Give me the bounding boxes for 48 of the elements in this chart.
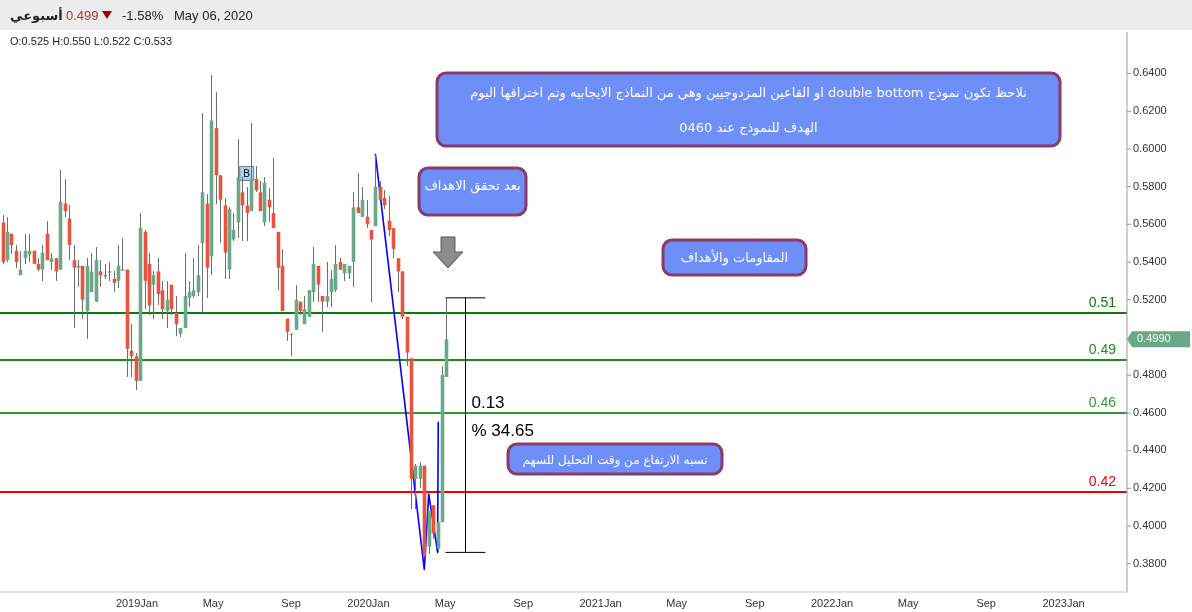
x-tick-label: May — [666, 597, 688, 609]
x-tick-label: 2021Jan — [579, 597, 622, 609]
annotation: بعد تحقق الاهداف — [424, 177, 521, 194]
chart-title: أسبوعي — [10, 7, 63, 23]
ref-line-label: 0.46 — [1088, 393, 1117, 410]
x-tick-label: May — [434, 597, 457, 609]
text: -1.58% — [122, 8, 164, 23]
candlestick — [320, 295, 325, 333]
annotation: الهدف للنموذج عند 0460 — [679, 119, 818, 136]
annotation: 0.13 — [471, 392, 505, 412]
candlestick — [191, 257, 196, 299]
x-tick-label: 2020Jan — [347, 597, 390, 609]
candlestick — [356, 172, 361, 214]
chart-subtitle: O:0.525 H:0.550 L:0.522 C:0.533 — [10, 35, 173, 47]
y-tick-label: 0.4800 — [1133, 368, 1167, 381]
ref-line-label: 0.51 — [1088, 293, 1117, 310]
x-tick-label: 2019Jan — [115, 597, 159, 609]
y-tick-label: 0.5200 — [1133, 292, 1167, 305]
y-tick-label: 0.4000 — [1133, 518, 1167, 531]
candlestick — [325, 261, 330, 308]
ref-line-label: 0.49 — [1088, 341, 1117, 358]
text: 0.499 — [66, 8, 99, 23]
y-tick-label: 0.4400 — [1133, 443, 1167, 456]
x-tick-label: Sep — [976, 597, 996, 609]
y-tick-label: 0.5600 — [1133, 217, 1167, 230]
annotation: B — [243, 167, 251, 179]
y-tick-label: 0.6200 — [1133, 104, 1167, 117]
x-tick-label: May — [897, 597, 920, 609]
y-tick-label: 0.4600 — [1133, 405, 1167, 418]
x-tick-label: 2023Jan — [1042, 597, 1085, 609]
y-tick-label: 0.3800 — [1133, 556, 1167, 569]
x-tick-label: Sep — [513, 597, 534, 609]
annotation: نسبه الارتفاع من وقت التحليل للسهم — [522, 452, 708, 468]
x-tick-label: 2022Jan — [810, 597, 854, 609]
y-tick-label: 0.4200 — [1133, 481, 1167, 494]
annotation: % 34.65 — [471, 420, 534, 440]
ref-line-label: 0.42 — [1088, 473, 1117, 490]
annotation: نلاحظ تكون نموذج double bottom او القاعين المزدوجيين وهي من النماذج الايجابيه وتم اختراقها اليوم — [470, 84, 1027, 101]
x-tick-label: May — [202, 597, 224, 609]
y-tick-label: 0.5400 — [1133, 254, 1167, 267]
text: May 06, 2020 — [174, 8, 253, 23]
y-tick-label: 0.5800 — [1133, 179, 1167, 192]
y-tick-label: 0.6400 — [1133, 66, 1167, 79]
text: 0.4990 — [1137, 332, 1171, 345]
y-tick-label: 0.6000 — [1133, 141, 1167, 154]
x-tick-label: Sep — [744, 597, 765, 609]
annotation: المقاومات والأهداف — [680, 248, 789, 266]
x-tick-label: Sep — [281, 597, 301, 609]
